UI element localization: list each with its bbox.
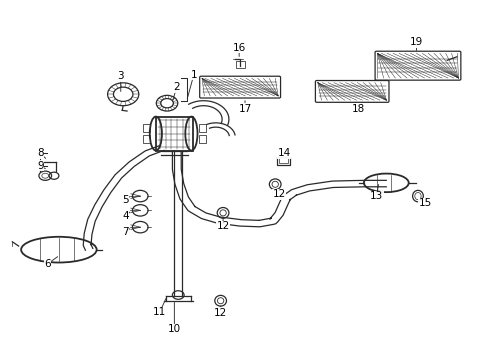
- Text: 6: 6: [45, 259, 51, 269]
- Text: 7: 7: [122, 227, 129, 237]
- Bar: [279, 158, 288, 163]
- Text: 9: 9: [37, 161, 44, 171]
- Text: 17: 17: [238, 104, 252, 113]
- Text: 4: 4: [122, 211, 129, 221]
- Bar: [156, 117, 193, 150]
- Text: 8: 8: [37, 148, 44, 158]
- Text: 11: 11: [153, 307, 167, 317]
- Text: 5: 5: [122, 195, 129, 204]
- Text: 1: 1: [191, 69, 197, 80]
- Text: 14: 14: [277, 148, 291, 158]
- Bar: [277, 157, 290, 165]
- Text: 3: 3: [118, 71, 124, 81]
- Bar: [143, 135, 150, 143]
- Bar: [199, 124, 206, 132]
- Text: 15: 15: [418, 198, 432, 208]
- Bar: [199, 135, 206, 143]
- Text: 19: 19: [410, 37, 423, 48]
- Text: 10: 10: [168, 324, 181, 334]
- Text: 13: 13: [370, 191, 383, 201]
- Text: 2: 2: [173, 82, 180, 92]
- Bar: [236, 62, 245, 68]
- Text: 18: 18: [352, 104, 365, 113]
- Text: 12: 12: [272, 189, 286, 199]
- Text: 16: 16: [233, 43, 246, 53]
- Text: 12: 12: [214, 308, 227, 318]
- Bar: [143, 124, 150, 132]
- Text: 12: 12: [217, 221, 230, 231]
